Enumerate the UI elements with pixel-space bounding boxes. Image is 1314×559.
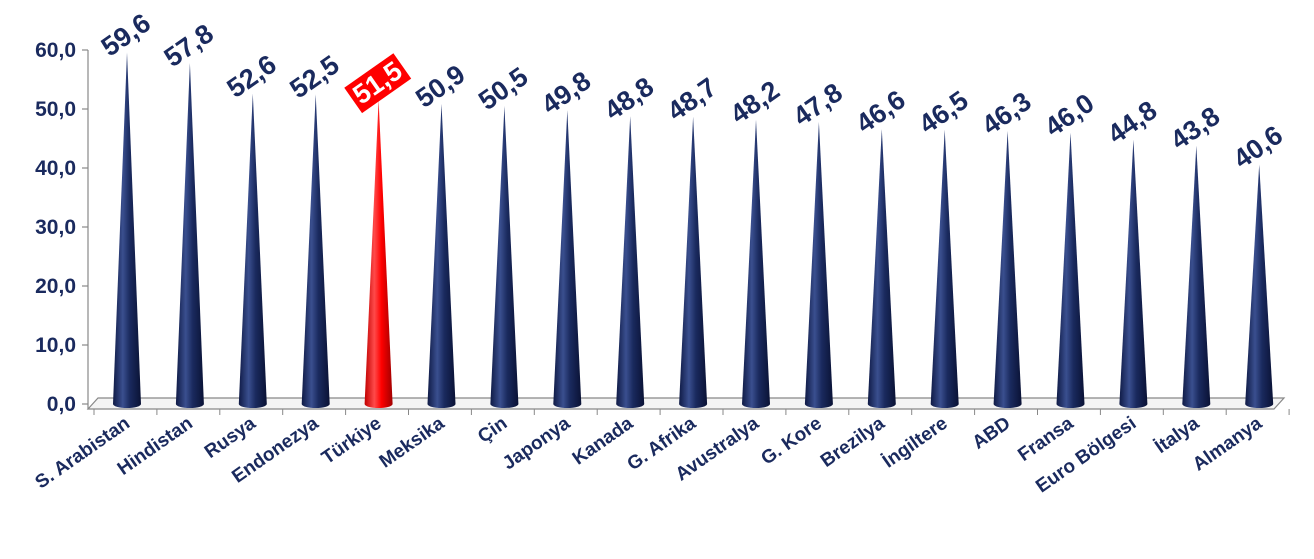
x-tick-label: Türkiye (318, 413, 385, 469)
data-label-text: 47,8 (788, 77, 848, 132)
bar-cone (930, 129, 959, 408)
bar-cone (553, 110, 582, 409)
data-label: 50,5 (473, 61, 533, 116)
data-label-highlight: 51,5 (344, 53, 412, 114)
y-tick-label: 50,0 (35, 98, 76, 121)
data-label-text: 46,6 (851, 84, 911, 139)
data-label: 48,8 (599, 71, 659, 126)
data-label-text: 40,6 (1228, 120, 1288, 175)
data-label-text: 49,8 (536, 65, 596, 120)
data-label-text: 59,6 (96, 8, 156, 63)
bar-cone (804, 121, 833, 408)
data-label-text: 50,9 (410, 59, 470, 114)
bar-cone (490, 106, 519, 409)
data-label-text: 50,5 (473, 61, 533, 116)
bar-cone (993, 130, 1022, 408)
x-tick-label: G. Kore (758, 413, 826, 470)
bar-cone (1182, 145, 1211, 408)
data-label-text: 46,3 (976, 86, 1036, 141)
data-label-text: 48,8 (599, 71, 659, 126)
y-tick-label: 0,0 (47, 393, 76, 416)
bar-cone (867, 129, 896, 408)
bar-cone (113, 52, 141, 409)
data-label: 48,2 (725, 75, 785, 130)
data-label-text: 46,0 (1039, 88, 1099, 143)
data-label: 47,8 (788, 77, 848, 132)
data-label: 40,6 (1228, 120, 1288, 175)
y-tick-label: 30,0 (35, 216, 76, 239)
x-tick-label: İngiltere (879, 413, 952, 473)
bar-cone (1056, 132, 1085, 408)
y-axis-tick-labels: 0,0 10,0 20,0 30,0 40,0 50,0 60,0 (35, 39, 76, 416)
bar-cone (175, 62, 204, 408)
data-label: 52,5 (284, 50, 344, 105)
bar-cone (679, 116, 708, 409)
x-tick-label: ABD (969, 413, 1015, 454)
bar-cone (1119, 139, 1148, 408)
x-tick-label: S. Arabistan (32, 413, 134, 493)
data-label: 52,6 (222, 49, 282, 104)
y-tick-label: 20,0 (35, 275, 76, 298)
data-label: 46,5 (913, 85, 973, 140)
bars (113, 52, 1274, 409)
y-tick-label: 60,0 (35, 39, 76, 62)
data-label: 48,7 (662, 72, 722, 127)
bar-cone (1245, 164, 1274, 408)
data-label: 57,8 (159, 18, 219, 73)
data-label: 44,8 (1102, 95, 1162, 150)
x-tick-label: İtalya (1151, 413, 1203, 458)
data-label: 43,8 (1165, 101, 1225, 156)
data-label-text: 52,6 (222, 49, 282, 104)
x-tick-label: Japonya (499, 413, 575, 475)
data-label-text: 43,8 (1165, 101, 1225, 156)
bar-cone (301, 94, 330, 408)
data-label: 50,9 (410, 59, 470, 114)
data-label: 46,3 (976, 86, 1036, 141)
bar-cone (616, 116, 645, 408)
data-label-text: 44,8 (1102, 95, 1162, 150)
data-label-text: 57,8 (159, 18, 219, 73)
bar-cone-highlight (364, 100, 393, 409)
data-label: 46,6 (851, 84, 911, 139)
data-label-text: 48,2 (725, 75, 785, 130)
x-tick-label: Brezilya (817, 413, 889, 472)
data-label-text: 46,5 (913, 85, 973, 140)
x-tick-label: Almanya (1189, 413, 1266, 476)
y-tick-label: 10,0 (35, 334, 76, 357)
x-tick-label: Meksika (376, 413, 449, 473)
x-tick-label: Çin (474, 413, 511, 448)
data-label: 46,0 (1039, 88, 1099, 143)
bar-cone (427, 103, 456, 408)
data-label-text: 48,7 (662, 72, 722, 127)
data-label-highlight-box (344, 53, 412, 114)
data-label: 49,8 (536, 65, 596, 120)
data-label-text: 52,5 (284, 50, 344, 105)
data-label: 59,6 (96, 8, 156, 63)
bar-cone (742, 119, 770, 409)
bar-cone (238, 93, 267, 408)
y-tick-label: 40,0 (35, 157, 76, 180)
